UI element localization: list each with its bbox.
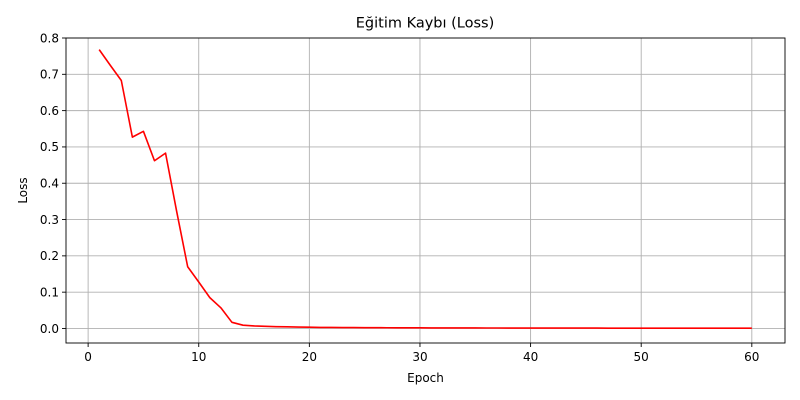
x-tick-label: 10 — [191, 350, 206, 364]
x-tick-label: 0 — [84, 350, 92, 364]
ticks: 0 10 20 30 40 50 60 0.0 0.1 0.2 0.3 0.4 0.5 0.6 0.7 0.8 — [40, 31, 760, 364]
y-tick-label: 0.8 — [40, 31, 59, 45]
y-tick-label: 0.6 — [40, 104, 59, 118]
loss-series-line — [98, 49, 752, 330]
chart-title: Eğitim Kaybı (Loss) — [356, 16, 495, 32]
series-layer — [98, 49, 752, 330]
x-tick-label: 60 — [744, 350, 759, 364]
x-tick-label: 30 — [412, 350, 427, 364]
y-tick-label: 0.7 — [40, 68, 59, 82]
plot-frame — [65, 37, 786, 344]
x-axis-label: Epoch — [407, 371, 444, 385]
y-tick-label: 0.2 — [40, 249, 59, 263]
grid — [66, 37, 785, 343]
y-tick-label: 0.0 — [40, 322, 59, 336]
x-tick-label: 40 — [523, 350, 538, 364]
y-tick-label: 0.3 — [40, 213, 59, 227]
x-tick-label: 50 — [634, 350, 649, 364]
y-tick-label: 0.1 — [40, 285, 59, 299]
y-tick-label: 0.4 — [40, 177, 59, 191]
x-tick-label: 20 — [302, 350, 317, 364]
y-axis-label: Loss — [16, 177, 30, 203]
y-tick-label: 0.5 — [40, 140, 59, 154]
